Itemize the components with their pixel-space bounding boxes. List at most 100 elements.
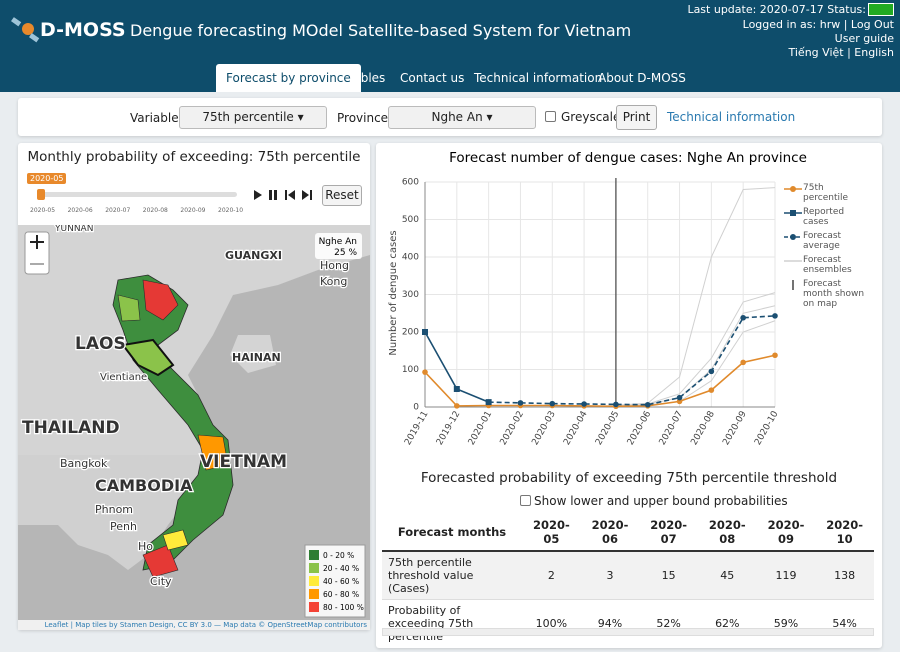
point bbox=[740, 314, 746, 321]
attribution: Leaflet | Map tiles by Stamen Design, CC… bbox=[45, 621, 368, 629]
site-title: Dengue forecasting MOdel Satellite-based… bbox=[130, 21, 632, 40]
point bbox=[772, 313, 778, 319]
map-label: YUNNAN bbox=[54, 225, 93, 234]
nav-tab[interactable]: Technical information bbox=[474, 71, 603, 85]
language[interactable]: Tiếng Việt | English bbox=[788, 46, 895, 59]
back-button[interactable] bbox=[288, 190, 295, 200]
table-cell: 94% bbox=[597, 617, 623, 630]
forecast-table: Forecast months 2020-05 2020-06 2020-07 2020… bbox=[382, 514, 874, 647]
table-cell: 138 bbox=[815, 551, 874, 600]
y-tick-label: 100 bbox=[402, 365, 419, 375]
tooltip-province: Nghe An bbox=[319, 237, 357, 247]
forward-button[interactable] bbox=[302, 190, 309, 200]
y-tick-label: 200 bbox=[402, 328, 419, 338]
legend-label: Forecast ensembles bbox=[803, 255, 852, 275]
nav-tab[interactable]: About D-MOSS bbox=[598, 71, 686, 85]
legend-swatch bbox=[309, 602, 319, 612]
chart-title: Forecast number of dengue cases: Nghe An… bbox=[449, 150, 807, 166]
legend-label: 20 - 40 % bbox=[323, 564, 359, 573]
point bbox=[613, 401, 619, 408]
table-cell: 52% bbox=[656, 617, 681, 630]
y-tick-label: 0 bbox=[413, 403, 419, 413]
legend-swatch bbox=[309, 589, 319, 599]
province-high[interactable] bbox=[142, 544, 179, 578]
slider-track[interactable] bbox=[38, 192, 237, 197]
legend-item: Forecast month shown on map bbox=[783, 279, 871, 309]
map-label: THAILAND bbox=[22, 418, 120, 438]
play-button[interactable] bbox=[254, 190, 262, 200]
legend-item: 75th percentile bbox=[783, 183, 871, 203]
scrollbar[interactable] bbox=[382, 628, 874, 636]
slider-tick-label: 2020-08 bbox=[142, 207, 168, 214]
slider-tick-label: 2020-06 bbox=[67, 207, 93, 214]
table-header-cell: 2020-10 bbox=[815, 514, 874, 552]
province-mid[interactable] bbox=[197, 434, 229, 471]
map-label: LAOS bbox=[75, 334, 126, 354]
map-label: Hong bbox=[320, 259, 349, 272]
slider-handle[interactable] bbox=[37, 189, 45, 200]
nav-tab[interactable]: Contact us bbox=[400, 71, 465, 85]
header: D-MOSS Dengue forecasting MOdel Satellit… bbox=[0, 0, 900, 92]
x-tick-label: 2020-03 bbox=[530, 410, 557, 448]
y-tick-label: 300 bbox=[402, 290, 419, 300]
table-header-cell: 2020-08 bbox=[697, 514, 757, 552]
slider-tick-label: 2020-10 bbox=[218, 207, 244, 214]
table-cell: 100% bbox=[535, 617, 568, 630]
legend-item: Forecast ensembles bbox=[783, 255, 871, 275]
province-nghe-an[interactable] bbox=[121, 338, 175, 377]
bounds-label: Show lower and upper bound probabilities bbox=[534, 494, 788, 508]
login[interactable]: Logged in as: hrw | Log Out bbox=[742, 18, 894, 31]
nav-tab[interactable]: Forecast by province bbox=[216, 64, 361, 92]
legend-icon bbox=[784, 210, 802, 216]
ensemble-line bbox=[615, 320, 776, 407]
province-mid[interactable] bbox=[162, 529, 189, 551]
legend-label: Reported cases bbox=[803, 207, 845, 227]
table-header-cell: 2020-05 bbox=[522, 514, 581, 552]
x-tick-label: 2020-08 bbox=[689, 409, 717, 447]
table-title: Forecasted probability of exceeding 75th… bbox=[420, 470, 838, 486]
province-low[interactable] bbox=[117, 294, 141, 322]
province-label: Province: bbox=[337, 111, 393, 125]
forward-button[interactable] bbox=[310, 190, 312, 200]
tech-link[interactable]: Technical information bbox=[667, 110, 796, 124]
map-label: Kong bbox=[320, 275, 347, 288]
pause-button[interactable] bbox=[269, 190, 272, 200]
chart-legend: 75th percentile Reported cases Forecast av… bbox=[783, 183, 871, 313]
point bbox=[453, 386, 460, 392]
slider-tick-label: 2020-09 bbox=[180, 207, 206, 214]
nav-tab[interactable]: Tables bbox=[348, 71, 386, 85]
chart: Forecast number of dengue cases: Nghe An… bbox=[388, 150, 807, 448]
tooltip-value: 25 % bbox=[334, 248, 357, 258]
y-axis-label: Number of dengue cases bbox=[388, 230, 399, 355]
print-button[interactable]: Print bbox=[616, 105, 657, 130]
point bbox=[644, 401, 651, 408]
slider-tick-label: 2020-07 bbox=[105, 207, 131, 214]
series-line bbox=[424, 354, 776, 408]
province-high[interactable] bbox=[142, 279, 179, 321]
playback-controls bbox=[254, 190, 312, 200]
x-tick-label: 2020-09 bbox=[721, 409, 749, 447]
back-button[interactable] bbox=[285, 190, 287, 200]
reset-button[interactable]: Reset bbox=[322, 185, 362, 206]
variable-select[interactable]: 75th percentile ▾ bbox=[179, 106, 327, 129]
table-cell: 62% bbox=[715, 617, 740, 630]
variable-value: 75th percentile bbox=[202, 110, 294, 124]
table-header-cell: 2020-06 bbox=[580, 514, 640, 552]
greyscale-checkbox[interactable] bbox=[545, 111, 556, 122]
table-cell: 54% bbox=[832, 617, 857, 630]
province-select[interactable]: Nghe An ▾ bbox=[388, 106, 536, 129]
bounds-checkbox[interactable] bbox=[520, 495, 531, 506]
table-header-row: Forecast months 2020-05 2020-06 2020-07 2020… bbox=[382, 514, 874, 552]
point bbox=[740, 359, 746, 366]
map[interactable]: Nghe An 25 % Leaflet | Map tiles by Stam… bbox=[18, 225, 370, 630]
point bbox=[708, 387, 715, 393]
legend-item: Forecast average bbox=[783, 231, 871, 251]
x-tick-label: 2019-12 bbox=[435, 410, 462, 448]
x-tick-label: 2019-11 bbox=[403, 410, 430, 448]
user-guide[interactable]: User guide bbox=[834, 32, 894, 45]
map-label: Penh bbox=[110, 520, 137, 533]
y-tick-label: 500 bbox=[402, 215, 419, 225]
table-header-cell: 2020-07 bbox=[639, 514, 698, 552]
pause-button[interactable] bbox=[274, 190, 277, 200]
